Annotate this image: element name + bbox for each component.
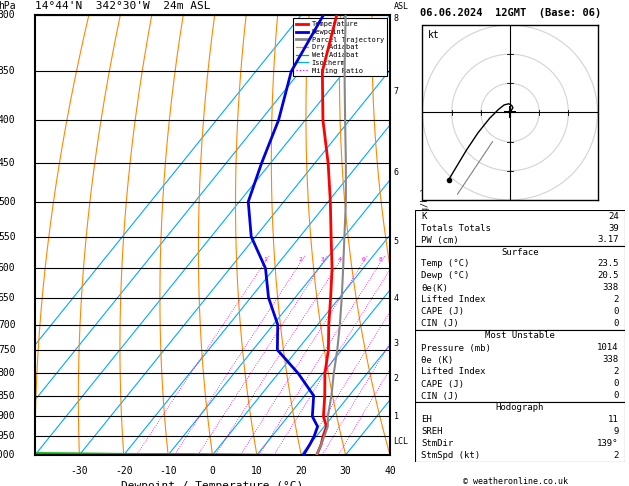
Text: 39: 39: [608, 224, 619, 232]
Text: 1: 1: [394, 412, 399, 421]
Text: hPa: hPa: [0, 1, 16, 12]
Text: EH: EH: [421, 416, 432, 424]
Text: 0: 0: [613, 308, 619, 316]
Bar: [415, 330, 625, 402]
Text: 500: 500: [0, 197, 16, 207]
Text: 9: 9: [613, 428, 619, 436]
Text: θe (K): θe (K): [421, 355, 454, 364]
Text: 30: 30: [340, 466, 352, 476]
Legend: Temperature, Dewpoint, Parcel Trajectory, Dry Adiabat, Wet Adiabat, Isotherm, Mi: Temperature, Dewpoint, Parcel Trajectory…: [292, 18, 387, 76]
Text: -10: -10: [159, 466, 177, 476]
Text: Pressure (mb): Pressure (mb): [421, 344, 491, 352]
Bar: [415, 402, 625, 462]
Text: Totals Totals: Totals Totals: [421, 224, 491, 232]
Text: Hodograph: Hodograph: [496, 403, 544, 413]
Text: 1: 1: [263, 257, 267, 262]
Text: CIN (J): CIN (J): [421, 319, 459, 329]
Text: 700: 700: [0, 320, 16, 330]
Text: 338: 338: [603, 355, 619, 364]
Text: StmDir: StmDir: [421, 439, 454, 449]
Text: 7: 7: [394, 87, 399, 96]
Text: 2: 2: [613, 367, 619, 377]
Text: 11: 11: [608, 416, 619, 424]
Text: 20: 20: [296, 466, 307, 476]
Text: 850: 850: [0, 391, 16, 400]
Text: Surface: Surface: [501, 247, 539, 257]
Text: 0: 0: [613, 319, 619, 329]
Text: -30: -30: [70, 466, 88, 476]
Text: CAPE (J): CAPE (J): [421, 380, 464, 388]
Text: 1000: 1000: [0, 450, 16, 460]
Text: 24: 24: [608, 211, 619, 221]
Text: StmSpd (kt): StmSpd (kt): [421, 451, 481, 461]
Text: PW (cm): PW (cm): [421, 236, 459, 244]
Text: 23.5: 23.5: [597, 260, 619, 268]
Text: 400: 400: [0, 115, 16, 125]
Text: 300: 300: [0, 10, 16, 20]
Text: K: K: [421, 211, 426, 221]
Text: 800: 800: [0, 368, 16, 379]
Text: 06.06.2024  12GMT  (Base: 06): 06.06.2024 12GMT (Base: 06): [420, 8, 601, 18]
Text: 10: 10: [251, 466, 263, 476]
Text: 450: 450: [0, 158, 16, 168]
Text: 600: 600: [0, 263, 16, 273]
Text: 14°44'N  342°30'W  24m ASL: 14°44'N 342°30'W 24m ASL: [35, 1, 211, 12]
Text: 3.17: 3.17: [597, 236, 619, 244]
Text: 650: 650: [0, 293, 16, 303]
Text: Dewpoint / Temperature (°C): Dewpoint / Temperature (°C): [121, 482, 304, 486]
Text: 8: 8: [394, 14, 399, 23]
Text: 550: 550: [0, 231, 16, 242]
Text: LCL: LCL: [394, 437, 409, 447]
Text: Mixing Ratio (g/kg): Mixing Ratio (g/kg): [421, 188, 430, 282]
Text: 350: 350: [0, 66, 16, 76]
Text: 0: 0: [209, 466, 216, 476]
Text: 139°: 139°: [597, 439, 619, 449]
Text: Lifted Index: Lifted Index: [421, 295, 486, 305]
Bar: [415, 210, 625, 246]
Text: 2: 2: [394, 374, 399, 383]
Text: 750: 750: [0, 345, 16, 355]
Text: 6: 6: [361, 257, 365, 262]
Bar: [415, 246, 625, 330]
Text: 2: 2: [613, 451, 619, 461]
Text: 4: 4: [394, 294, 399, 303]
Text: kt: kt: [428, 30, 440, 40]
Text: 5: 5: [394, 237, 399, 245]
Text: 4: 4: [337, 257, 341, 262]
Text: © weatheronline.co.uk: © weatheronline.co.uk: [464, 477, 568, 486]
Text: 0: 0: [613, 392, 619, 400]
Text: 338: 338: [603, 283, 619, 293]
Text: Dewp (°C): Dewp (°C): [421, 272, 470, 280]
Text: 2: 2: [613, 295, 619, 305]
Text: 3: 3: [321, 257, 325, 262]
Text: CIN (J): CIN (J): [421, 392, 459, 400]
Text: Most Unstable: Most Unstable: [485, 331, 555, 341]
Text: Temp (°C): Temp (°C): [421, 260, 470, 268]
Text: CAPE (J): CAPE (J): [421, 308, 464, 316]
Text: 1014: 1014: [597, 344, 619, 352]
Text: 0: 0: [613, 380, 619, 388]
Text: SREH: SREH: [421, 428, 443, 436]
Text: -20: -20: [115, 466, 133, 476]
Text: 8: 8: [379, 257, 382, 262]
Text: 900: 900: [0, 412, 16, 421]
Text: 950: 950: [0, 431, 16, 441]
Text: 3: 3: [394, 339, 399, 348]
Text: 40: 40: [384, 466, 396, 476]
Text: km
ASL: km ASL: [394, 0, 409, 12]
Text: 6: 6: [394, 168, 399, 177]
Text: 2: 2: [299, 257, 303, 262]
Text: θe(K): θe(K): [421, 283, 448, 293]
Text: Lifted Index: Lifted Index: [421, 367, 486, 377]
Text: 20.5: 20.5: [597, 272, 619, 280]
